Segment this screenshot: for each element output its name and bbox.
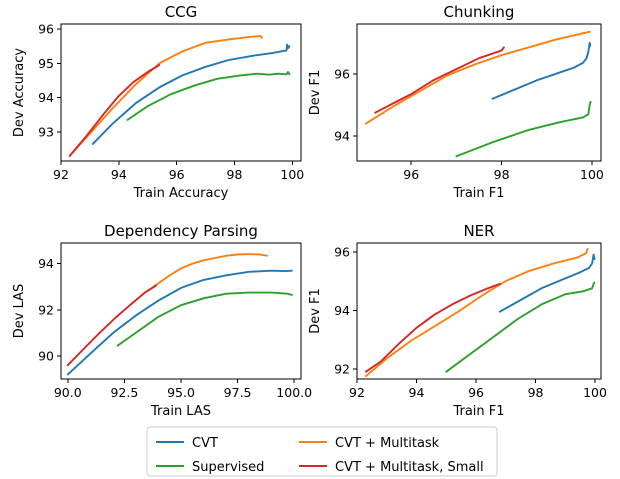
axes-frame-ccg <box>60 23 302 162</box>
legend-label-small: CVT + Multitask, Small <box>335 460 484 475</box>
series-line-ner-cvt <box>498 253 596 313</box>
series-line-ccg-supervised <box>126 71 291 121</box>
y-tick-label-dependency-parsing: 90 <box>38 348 54 363</box>
y-tick-label-ner: 94 <box>334 303 350 318</box>
y-tick-label-ccg: 93 <box>38 124 54 139</box>
series-line-chunking-supervised <box>455 100 592 158</box>
x-axis-label-chunking: Train F1 <box>452 186 504 201</box>
series-line-ner-small <box>364 282 501 373</box>
x-tick-label-chunking: 100 <box>580 167 604 182</box>
x-axis-label-dependency-parsing: Train LAS <box>150 404 211 419</box>
y-axis-label-ner: Dev F1 <box>308 288 323 334</box>
x-tick-label-ner: 98 <box>528 385 544 400</box>
x-tick-label-ccg: 92 <box>53 167 69 182</box>
legend-label-supervised: Supervised <box>192 460 264 475</box>
x-tick-label-dependency-parsing: 92.5 <box>110 385 138 400</box>
x-tick-label-ner: 100 <box>583 385 607 400</box>
series-line-ner-multitask <box>364 247 589 378</box>
x-tick-label-ner: 92 <box>349 385 365 400</box>
y-tick-label-ccg: 94 <box>38 90 54 105</box>
series-group-dependency-parsing <box>66 253 293 376</box>
series-line-dependency-parsing-small <box>66 284 158 367</box>
y-tick-label-ner: 96 <box>334 244 350 259</box>
y-axis-label-chunking: Dev F1 <box>308 70 323 116</box>
x-tick-label-ner: 94 <box>409 385 425 400</box>
series-line-dependency-parsing-multitask <box>146 253 268 293</box>
x-tick-label-dependency-parsing: 90.0 <box>54 385 82 400</box>
y-tick-label-ccg: 95 <box>38 56 54 71</box>
panel-title-ccg: CCG <box>165 3 198 21</box>
axes-frame-ner <box>356 242 602 380</box>
y-axis-label-ccg: Dev Accuracy <box>12 48 27 137</box>
x-tick-label-ner: 96 <box>468 385 484 400</box>
x-tick-label-ccg: 98 <box>227 167 243 182</box>
series-line-dependency-parsing-supervised <box>116 291 293 347</box>
y-tick-label-dependency-parsing: 92 <box>38 302 54 317</box>
panels: 92 94 96 98 100 93 94 95 96 CCG Train Accuracy Dev … <box>12 3 607 419</box>
series-line-chunking-small <box>374 46 505 114</box>
series-line-chunking-cvt <box>491 41 592 100</box>
x-tick-label-dependency-parsing: 97.5 <box>224 385 252 400</box>
panel-ccg: 92 94 96 98 100 93 94 95 96 CCG Train Accuracy Dev … <box>12 3 304 201</box>
panel-chunking: 96 98 100 94 96 Chunking Train F1 Dev F1 <box>308 3 604 201</box>
y-tick-label-dependency-parsing: 94 <box>38 256 54 271</box>
axes-frame-chunking <box>356 23 602 162</box>
series-group-ccg <box>68 35 291 157</box>
y-axis-label-dependency-parsing: Dev LAS <box>12 284 27 339</box>
x-tick-label-ccg: 96 <box>169 167 185 182</box>
panel-title-dependency-parsing: Dependency Parsing <box>104 222 258 240</box>
y-tick-label-chunking: 96 <box>334 66 350 81</box>
legend-frame <box>146 426 498 477</box>
axes-frame-dependency-parsing <box>60 242 302 380</box>
panel-title-ner: NER <box>463 222 494 240</box>
y-tick-label-chunking: 94 <box>334 129 350 144</box>
panel-title-chunking: Chunking <box>444 3 515 21</box>
y-tick-label-ner: 92 <box>334 361 350 376</box>
panel-ner: 92 94 96 98 100 92 94 96 NER Train F1 Dev F1 <box>308 222 607 419</box>
series-line-ccg-multitask <box>68 35 263 157</box>
series-group-chunking <box>365 30 592 158</box>
series-line-chunking-multitask <box>365 30 591 125</box>
series-line-ner-supervised <box>445 281 596 373</box>
x-tick-label-ccg: 100 <box>280 167 304 182</box>
series-line-dependency-parsing-cvt <box>66 269 293 376</box>
series-group-ner <box>364 247 596 378</box>
x-tick-label-chunking: 98 <box>494 167 510 182</box>
x-tick-label-chunking: 96 <box>403 167 419 182</box>
series-line-ccg-cvt <box>91 43 291 145</box>
series-line-ccg-small <box>68 64 161 157</box>
legend-label-cvt: CVT <box>192 436 218 451</box>
legend: CVT Supervised CVT + Multitask CVT + Mul… <box>146 426 498 477</box>
legend-label-multitask: CVT + Multitask <box>335 436 440 451</box>
panel-dependency-parsing: 90.0 92.5 95.0 97.5 100.0 90 92 94 Dependency Pa… <box>12 222 312 419</box>
x-tick-label-ccg: 94 <box>111 167 127 182</box>
y-tick-label-ccg: 96 <box>38 22 54 37</box>
x-axis-label-ccg: Train Accuracy <box>133 186 229 201</box>
x-tick-label-dependency-parsing: 100.0 <box>276 385 312 400</box>
x-axis-label-ner: Train F1 <box>452 404 504 419</box>
x-tick-label-dependency-parsing: 95.0 <box>167 385 195 400</box>
